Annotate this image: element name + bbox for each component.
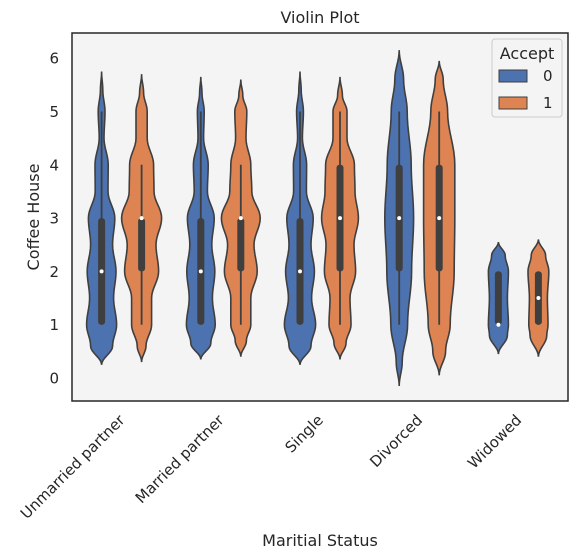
legend-label-1: 1 (543, 94, 553, 112)
x-axis-label: Maritial Status (262, 531, 378, 550)
violin-median-dot (397, 216, 402, 221)
violin-median-dot (238, 216, 243, 221)
y-tick-label: 0 (49, 370, 59, 388)
y-tick-label: 3 (49, 210, 59, 228)
chart-title: Violin Plot (280, 8, 359, 27)
violin-median-dot (139, 216, 144, 221)
legend-swatch-1 (498, 96, 528, 110)
violin-median-dot (496, 322, 501, 327)
y-axis: 0 1 2 3 4 5 6 (49, 50, 59, 388)
violin-median-dot (298, 269, 302, 274)
y-tick-label: 4 (49, 156, 59, 174)
y-tick-label: 6 (49, 50, 59, 68)
violin-median-dot (437, 216, 442, 221)
legend-swatch-0 (498, 69, 528, 83)
y-tick-label: 2 (49, 263, 59, 281)
violin-median-dot (99, 269, 104, 274)
y-axis-label: Coffee House (24, 164, 43, 271)
violin-median-dot (198, 269, 203, 274)
violin-group (85, 50, 550, 387)
y-tick-label: 1 (49, 316, 59, 334)
y-tick-label: 5 (49, 103, 59, 121)
legend-label-0: 0 (543, 67, 553, 85)
violin-iqr-box (138, 218, 146, 272)
violin-median-dot (338, 216, 342, 221)
legend-title: Accept (500, 44, 555, 63)
plot-frame (71, 32, 569, 402)
legend: Accept 0 1 (491, 38, 563, 118)
violin-median-dot (536, 296, 541, 301)
violin-iqr-box (237, 218, 245, 272)
violin-iqr-box (494, 271, 502, 325)
